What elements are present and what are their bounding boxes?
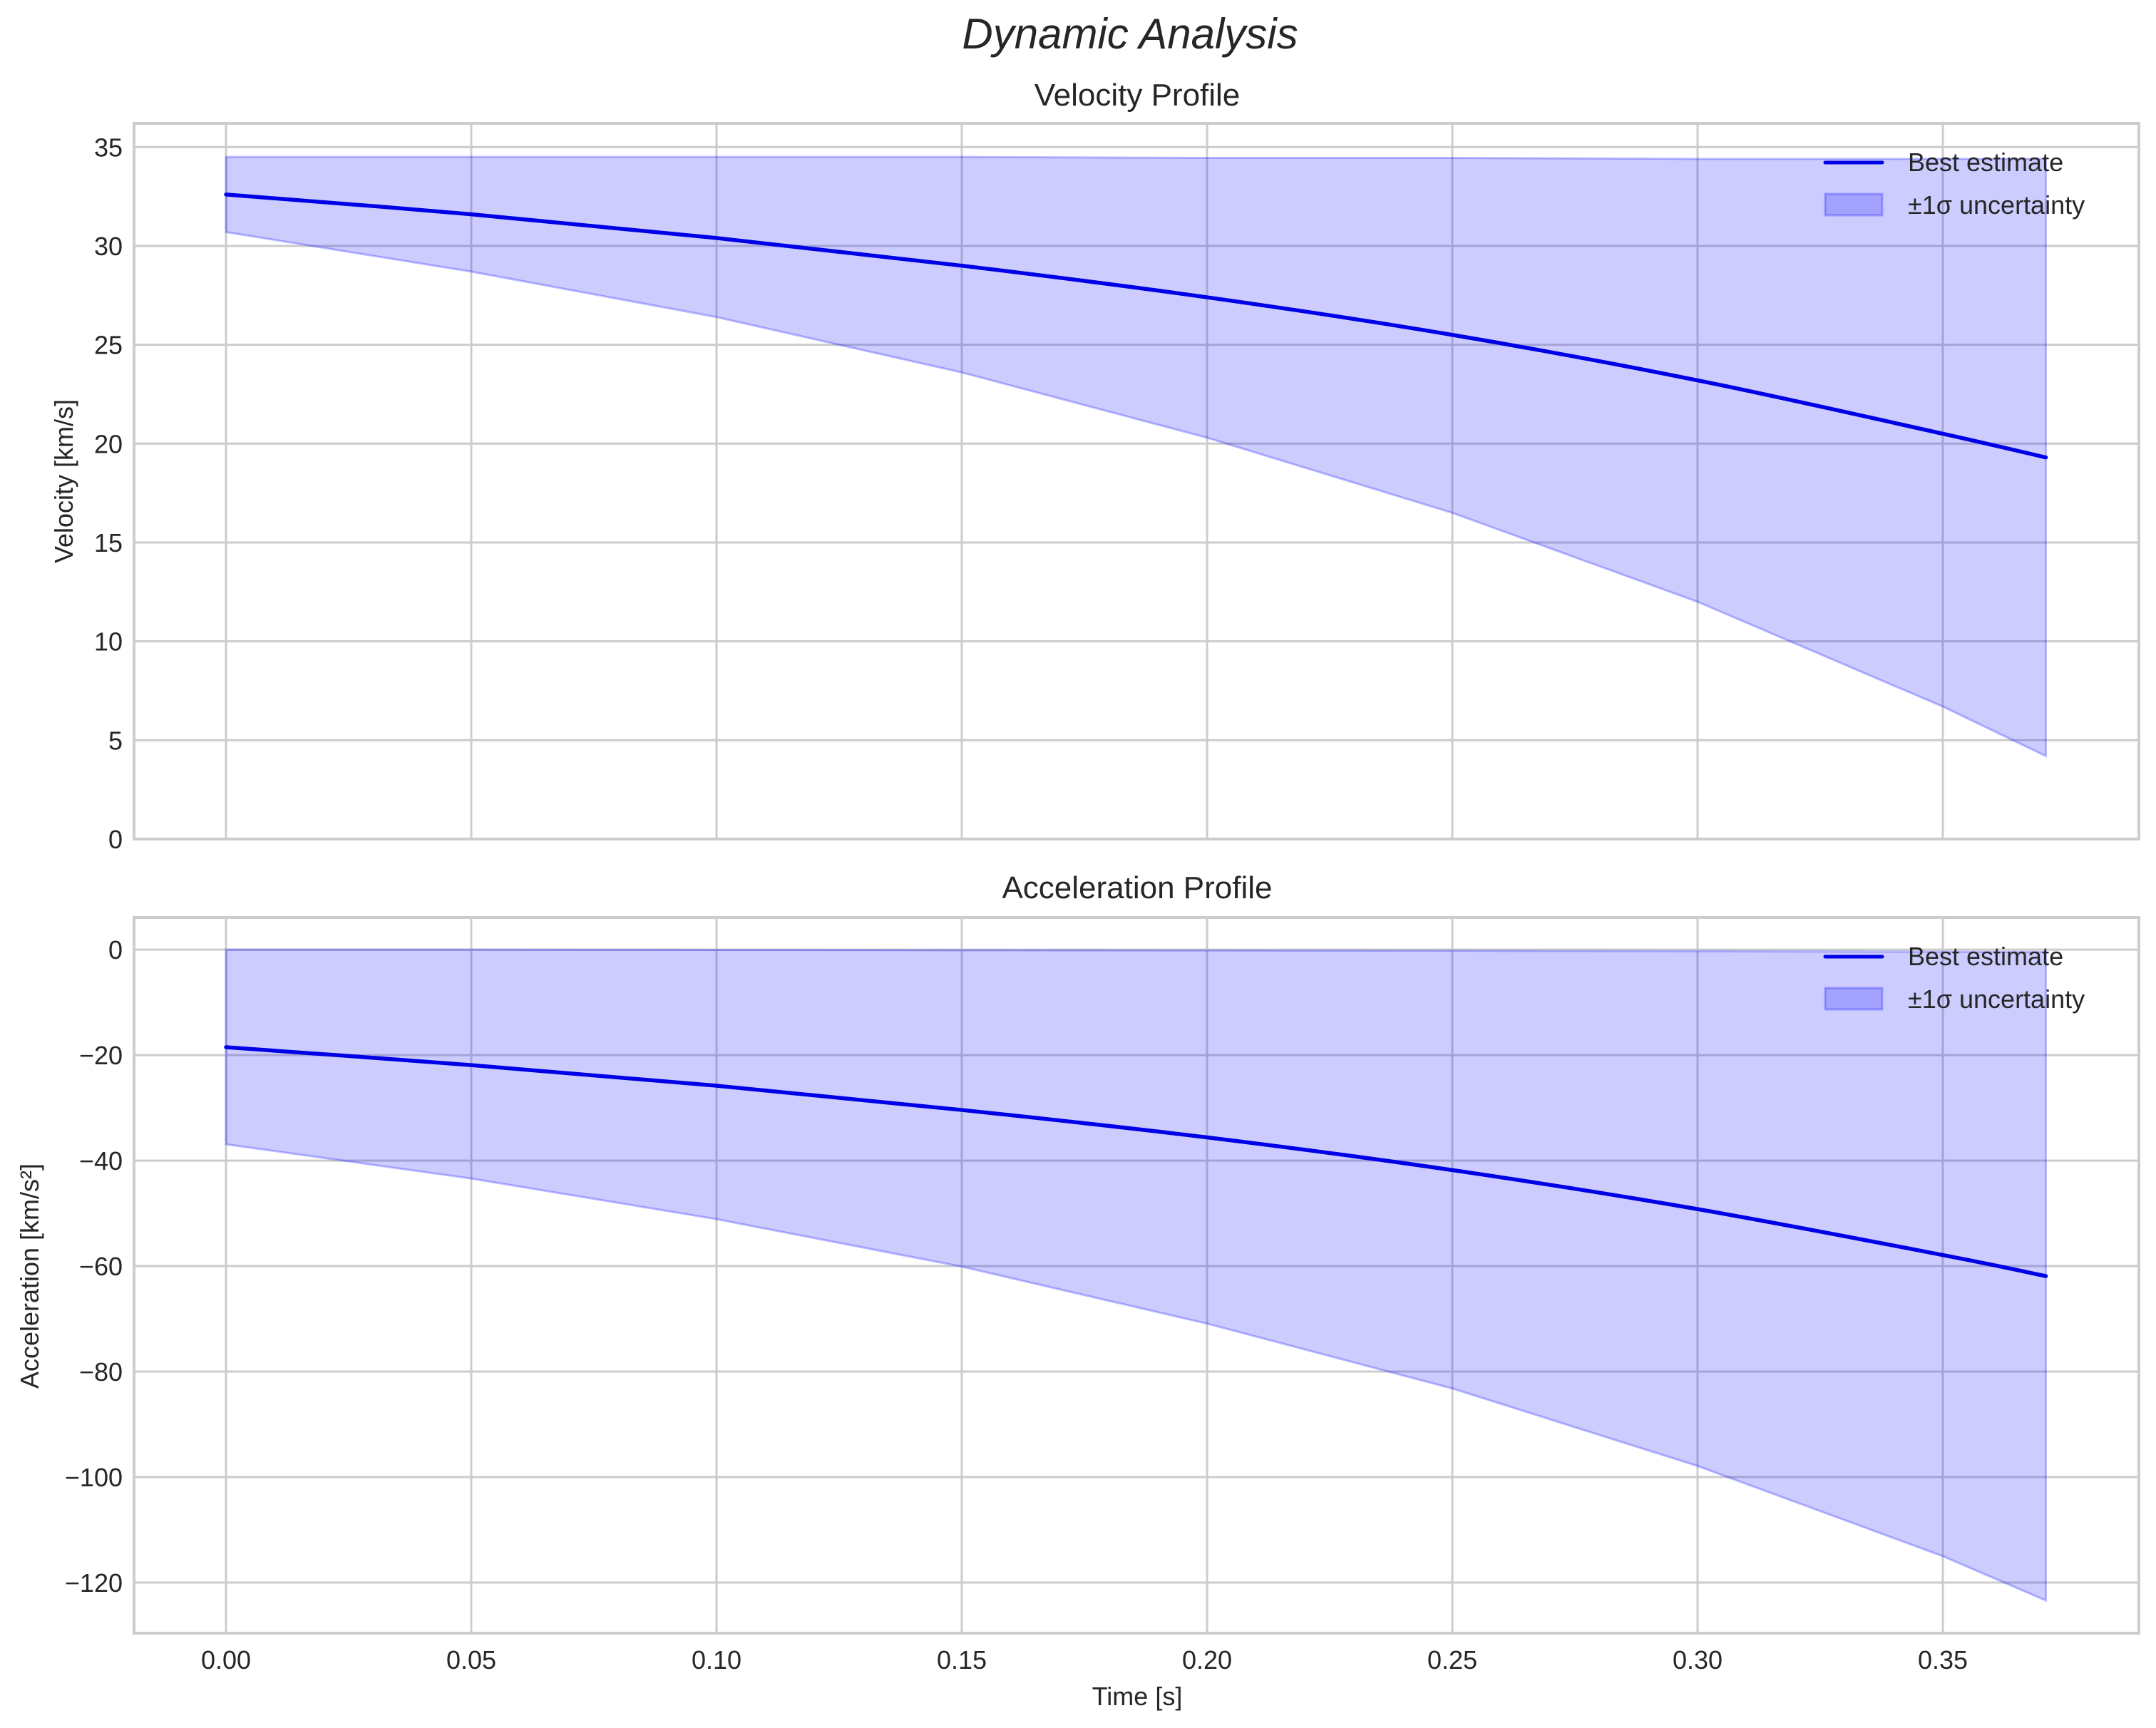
y-tick-label: 20 bbox=[94, 429, 123, 458]
uncertainty-band-area bbox=[225, 155, 2047, 758]
acceleration-axes: Acceleration Profile Acceleration [km/s²… bbox=[15, 870, 2140, 1711]
time-x-tick-labels: 0.00 0.05 0.10 0.15 0.20 0.25 0.30 0.35 bbox=[201, 1645, 1968, 1675]
legend-label-uncertainty: ±1σ uncertainty bbox=[1908, 984, 2085, 1014]
legend-label-best-estimate: Best estimate bbox=[1908, 148, 2063, 177]
best-estimate-curve bbox=[224, 192, 2048, 460]
x-tick-label: 0.05 bbox=[446, 1645, 496, 1675]
best-estimate-curve bbox=[224, 1045, 2048, 1278]
x-tick-label: 0.15 bbox=[937, 1645, 987, 1675]
y-tick-label: 5 bbox=[108, 726, 123, 755]
velocity-axes-title: Velocity Profile bbox=[1035, 78, 1241, 113]
y-tick-label: 10 bbox=[94, 627, 123, 657]
y-tick-label: −100 bbox=[65, 1463, 123, 1492]
acceleration-legend: Best estimate ±1σ uncertainty bbox=[1823, 942, 2085, 1014]
y-tick-label: 30 bbox=[94, 232, 123, 261]
acceleration-axes-frame bbox=[133, 916, 2140, 1635]
velocity-axes-frame bbox=[133, 122, 2140, 840]
velocity-y-tick-labels: 0 5 10 15 20 25 30 35 bbox=[94, 133, 123, 854]
velocity-legend: Best estimate ±1σ uncertainty bbox=[1823, 148, 2085, 220]
y-tick-label: 35 bbox=[94, 133, 123, 162]
velocity-uncertainty-band bbox=[225, 155, 2047, 758]
acceleration-uncertainty-band bbox=[225, 948, 2047, 1603]
y-tick-label: −40 bbox=[79, 1146, 123, 1176]
axes-frame bbox=[133, 122, 2140, 840]
acceleration-gridlines bbox=[134, 917, 2139, 1633]
acceleration-axes-title: Acceleration Profile bbox=[1002, 870, 1272, 905]
y-tick-label: −120 bbox=[65, 1568, 123, 1598]
y-tick-label: −20 bbox=[79, 1041, 123, 1070]
x-tick-label: 0.35 bbox=[1918, 1645, 1968, 1675]
acceleration-y-tick-labels: 0 −20 −40 −60 −80 −100 −120 bbox=[65, 935, 123, 1598]
x-tick-label: 0.25 bbox=[1427, 1645, 1477, 1675]
y-tick-label: −80 bbox=[79, 1357, 123, 1387]
x-tick-label: 0.20 bbox=[1182, 1645, 1232, 1675]
y-tick-label: 0 bbox=[108, 935, 123, 965]
x-tick-label: 0.30 bbox=[1673, 1645, 1723, 1675]
x-tick-label: 0.00 bbox=[201, 1645, 251, 1675]
x-tick-label: 0.10 bbox=[692, 1645, 741, 1675]
velocity-y-axis-label: Velocity [km/s] bbox=[49, 399, 78, 563]
y-tick-label: 0 bbox=[108, 825, 123, 854]
y-tick-label: −60 bbox=[79, 1252, 123, 1281]
uncertainty-band-area bbox=[225, 948, 2047, 1603]
figure-title: Dynamic Analysis bbox=[962, 10, 1298, 58]
velocity-best-estimate-line bbox=[224, 192, 2048, 460]
velocity-axes: Velocity Profile Velocity [km/s] 0 5 10 15 2… bbox=[49, 78, 2140, 854]
acceleration-y-axis-label: Acceleration [km/s²] bbox=[15, 1163, 44, 1389]
legend-patch-swatch-icon bbox=[1824, 987, 1884, 1011]
y-tick-label: 15 bbox=[94, 528, 123, 557]
y-tick-label: 25 bbox=[94, 331, 123, 360]
axes-frame bbox=[133, 916, 2140, 1635]
time-x-axis-label: Time [s] bbox=[1092, 1682, 1183, 1711]
acceleration-best-estimate-line bbox=[224, 1045, 2048, 1278]
legend-label-best-estimate: Best estimate bbox=[1908, 942, 2063, 971]
legend-patch-swatch-icon bbox=[1824, 192, 1884, 217]
legend-label-uncertainty: ±1σ uncertainty bbox=[1908, 190, 2085, 220]
